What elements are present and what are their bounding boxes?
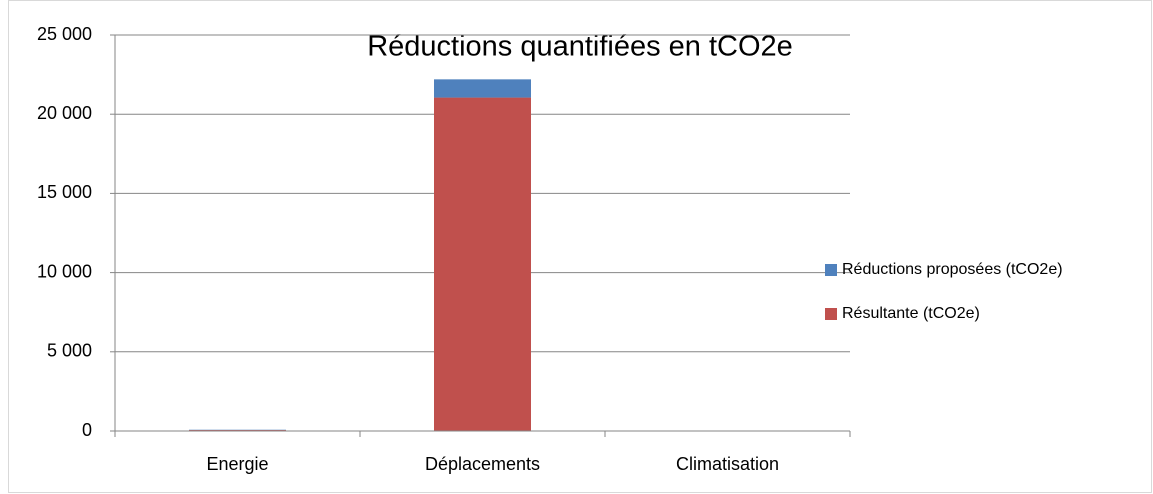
y-tick-label: 20 000 [37, 103, 92, 123]
legend-label: Résultante (tCO2e) [842, 305, 980, 322]
bar-segment [434, 79, 531, 98]
y-tick-label: 15 000 [37, 182, 92, 202]
y-tick-label: 10 000 [37, 261, 92, 281]
bar-segment [434, 97, 531, 432]
y-tick-label: 25 000 [37, 24, 92, 44]
legend-swatch [825, 264, 837, 276]
legend-label: Réductions proposées (tCO2e) [842, 261, 1063, 278]
x-tick-label: Energie [206, 454, 268, 474]
y-tick-label: 5 000 [47, 341, 92, 361]
legend-swatch [825, 308, 837, 320]
x-tick-label: Climatisation [676, 454, 779, 474]
chart-title: Réductions quantifiées en tCO2e [367, 31, 793, 63]
chart-frame [8, 0, 1152, 493]
x-tick-label: Déplacements [425, 454, 540, 474]
y-tick-label: 0 [82, 420, 92, 440]
